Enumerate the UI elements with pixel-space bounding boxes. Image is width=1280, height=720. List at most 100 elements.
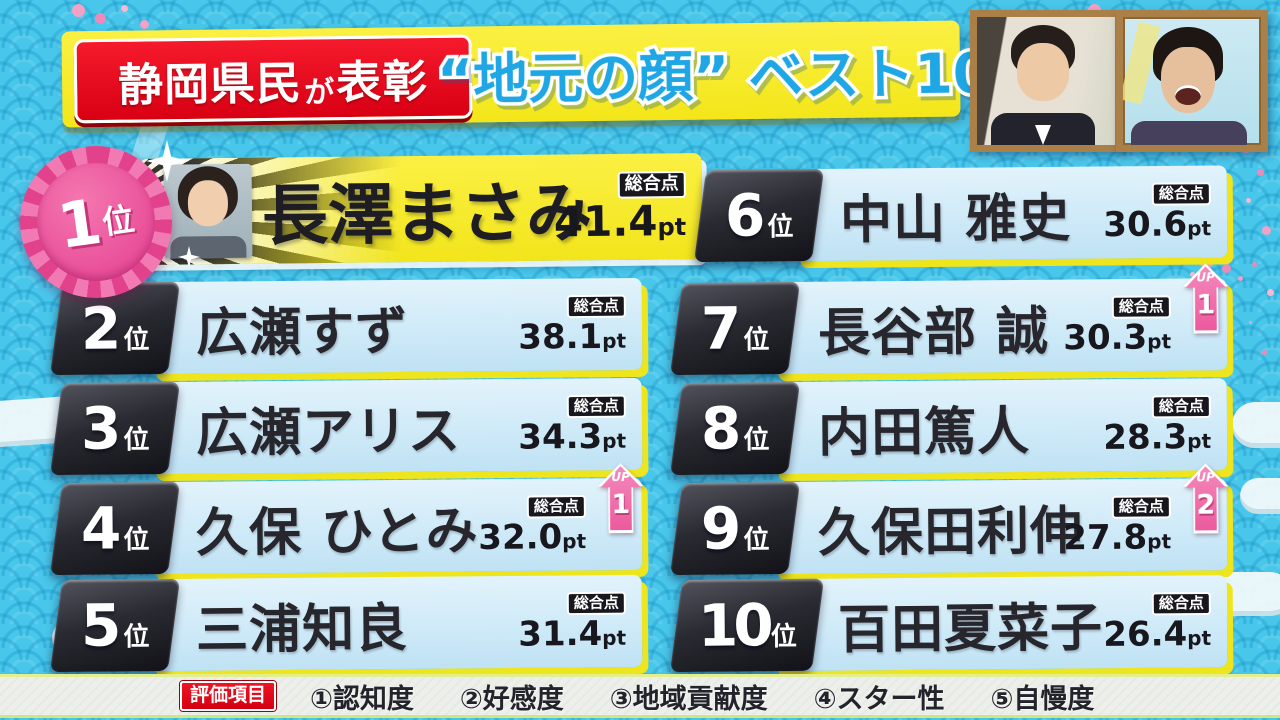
rank1-banner: 長澤まさみ 総合点 41.4pt bbox=[139, 153, 703, 265]
rank-up-arrow-icon: UP 2 bbox=[1182, 463, 1229, 533]
up-label: UP bbox=[1196, 270, 1215, 285]
up-count: 1 bbox=[1196, 289, 1216, 321]
rank-banner: 三浦知良 総合点 31.4pt bbox=[149, 574, 643, 672]
page-title: “地元の顔” ベスト10 bbox=[433, 38, 995, 116]
celebrity-name: 三浦知良 bbox=[195, 598, 409, 661]
presenter-figure bbox=[1123, 17, 1261, 145]
rank-suffix: 位 bbox=[123, 622, 150, 653]
score-value: 27.8pt bbox=[1063, 517, 1172, 558]
score-unit: pt bbox=[1187, 428, 1212, 453]
score-value: 26.4pt bbox=[1103, 613, 1212, 655]
face-shape bbox=[187, 180, 229, 227]
header-badge-text: 静岡県民 bbox=[117, 56, 303, 112]
open-mouth-shape bbox=[1175, 85, 1201, 105]
rank-banner: 久保 ひとみ 総合点 32.0pt UP 1 bbox=[149, 478, 643, 575]
up-count: 2 bbox=[1196, 489, 1216, 521]
score-label: 総合点 bbox=[617, 170, 686, 199]
score-value: 30.6pt bbox=[1103, 204, 1212, 245]
score-label: 総合点 bbox=[1151, 591, 1211, 616]
score-unit: pt bbox=[1187, 215, 1212, 241]
rank-number: 9 bbox=[700, 494, 742, 563]
score-number: 32.0 bbox=[478, 516, 563, 558]
score-block: 総合点 27.8pt bbox=[1063, 495, 1172, 558]
score-value: 30.3pt bbox=[1063, 317, 1171, 358]
rank-banner: 広瀬すず 総合点 38.1pt bbox=[149, 277, 643, 375]
cherry-blossom-icon bbox=[72, 4, 85, 17]
rank-up-arrow-icon: UP 1 bbox=[1182, 263, 1229, 333]
clothes-shape bbox=[170, 235, 247, 259]
score-number: 30.6 bbox=[1103, 204, 1188, 245]
rank-number: 4 bbox=[80, 494, 122, 563]
celebrity-name: 中山 雅史 bbox=[839, 188, 1072, 251]
rank-suffix: 位 bbox=[743, 525, 770, 556]
rank-number: 2 bbox=[80, 294, 122, 363]
rank-banner: 久保田利伸 総合点 27.8pt UP 2 bbox=[771, 478, 1228, 575]
up-label: UP bbox=[611, 469, 630, 485]
score-block: 総合点 38.1pt bbox=[518, 294, 626, 358]
header-badge-particle: が bbox=[304, 75, 335, 111]
score-number: 41.4 bbox=[553, 195, 658, 246]
score-number: 30.3 bbox=[1063, 317, 1148, 358]
celebrity-name: 久保田利伸 bbox=[817, 500, 1084, 564]
header-red-badge: 静岡県民が表彰 bbox=[73, 34, 473, 124]
rank-suffix: 位 bbox=[767, 212, 794, 243]
score-label: 総合点 bbox=[1111, 295, 1171, 319]
up-label: UP bbox=[1196, 470, 1215, 485]
celebrity-name: 長澤まさみ bbox=[261, 174, 593, 255]
face-shape bbox=[1017, 43, 1069, 101]
rank-number: 10 bbox=[697, 591, 769, 660]
score-block: 総合点 32.0pt bbox=[478, 495, 586, 558]
header-banner: 静岡県民が表彰 “地元の顔” ベスト10 bbox=[61, 20, 995, 128]
score-value: 41.4pt bbox=[554, 196, 687, 246]
celebrity-name: 内田篤人 bbox=[817, 401, 1031, 464]
criteria-list: ①認知度 ②好感度 ③地域貢献度 ④スター性 ⑤自慢度 bbox=[310, 677, 1094, 716]
score-label: 総合点 bbox=[566, 591, 626, 615]
criteria-item: ③地域貢献度 bbox=[609, 683, 768, 715]
score-label: 総合点 bbox=[1151, 394, 1211, 419]
score-label: 総合点 bbox=[1151, 182, 1211, 206]
score-unit: pt bbox=[1187, 625, 1212, 650]
score-block: 総合点 30.6pt bbox=[1103, 182, 1212, 245]
rank-banner: 中山 雅史 総合点 30.6pt bbox=[793, 165, 1228, 262]
score-label: 総合点 bbox=[1111, 495, 1171, 519]
cloud-icon bbox=[1240, 478, 1280, 514]
score-number: 27.8 bbox=[1063, 517, 1148, 558]
score-number: 38.1 bbox=[518, 316, 603, 358]
rank-banner: 内田篤人 総合点 28.3pt bbox=[771, 378, 1228, 475]
presenter-figure bbox=[977, 17, 1115, 145]
criteria-item: ①認知度 bbox=[310, 683, 414, 715]
clothes-shape bbox=[1131, 121, 1247, 145]
score-number: 31.4 bbox=[518, 613, 603, 655]
criteria-label-badge: 評価項目 bbox=[180, 681, 277, 711]
rank1-photo bbox=[163, 163, 253, 259]
score-unit: pt bbox=[1147, 529, 1172, 554]
score-number: 26.4 bbox=[1103, 613, 1188, 655]
score-number: 34.3 bbox=[518, 416, 603, 458]
rank-suffix: 位 bbox=[99, 199, 137, 242]
score-label: 総合点 bbox=[566, 394, 626, 418]
score-unit: pt bbox=[602, 625, 627, 650]
rank-number: 8 bbox=[700, 394, 742, 463]
host-face-thumbnail-left bbox=[970, 10, 1122, 152]
criteria-item: ⑤自慢度 bbox=[990, 683, 1095, 715]
celebrity-name: 広瀬すず bbox=[195, 301, 409, 364]
score-block: 総合点 26.4pt bbox=[1103, 591, 1212, 655]
rank-number: 7 bbox=[700, 294, 742, 363]
ranking-row-10: 百田夏菜子 総合点 26.4pt 10 位 bbox=[669, 575, 1228, 673]
score-label: 総合点 bbox=[566, 294, 626, 318]
rank-number: 5 bbox=[80, 591, 122, 660]
rosette-core bbox=[37, 163, 155, 281]
header-badge-text: 表彰 bbox=[335, 54, 429, 109]
score-unit: pt bbox=[602, 428, 627, 453]
score-value: 38.1pt bbox=[518, 317, 626, 358]
